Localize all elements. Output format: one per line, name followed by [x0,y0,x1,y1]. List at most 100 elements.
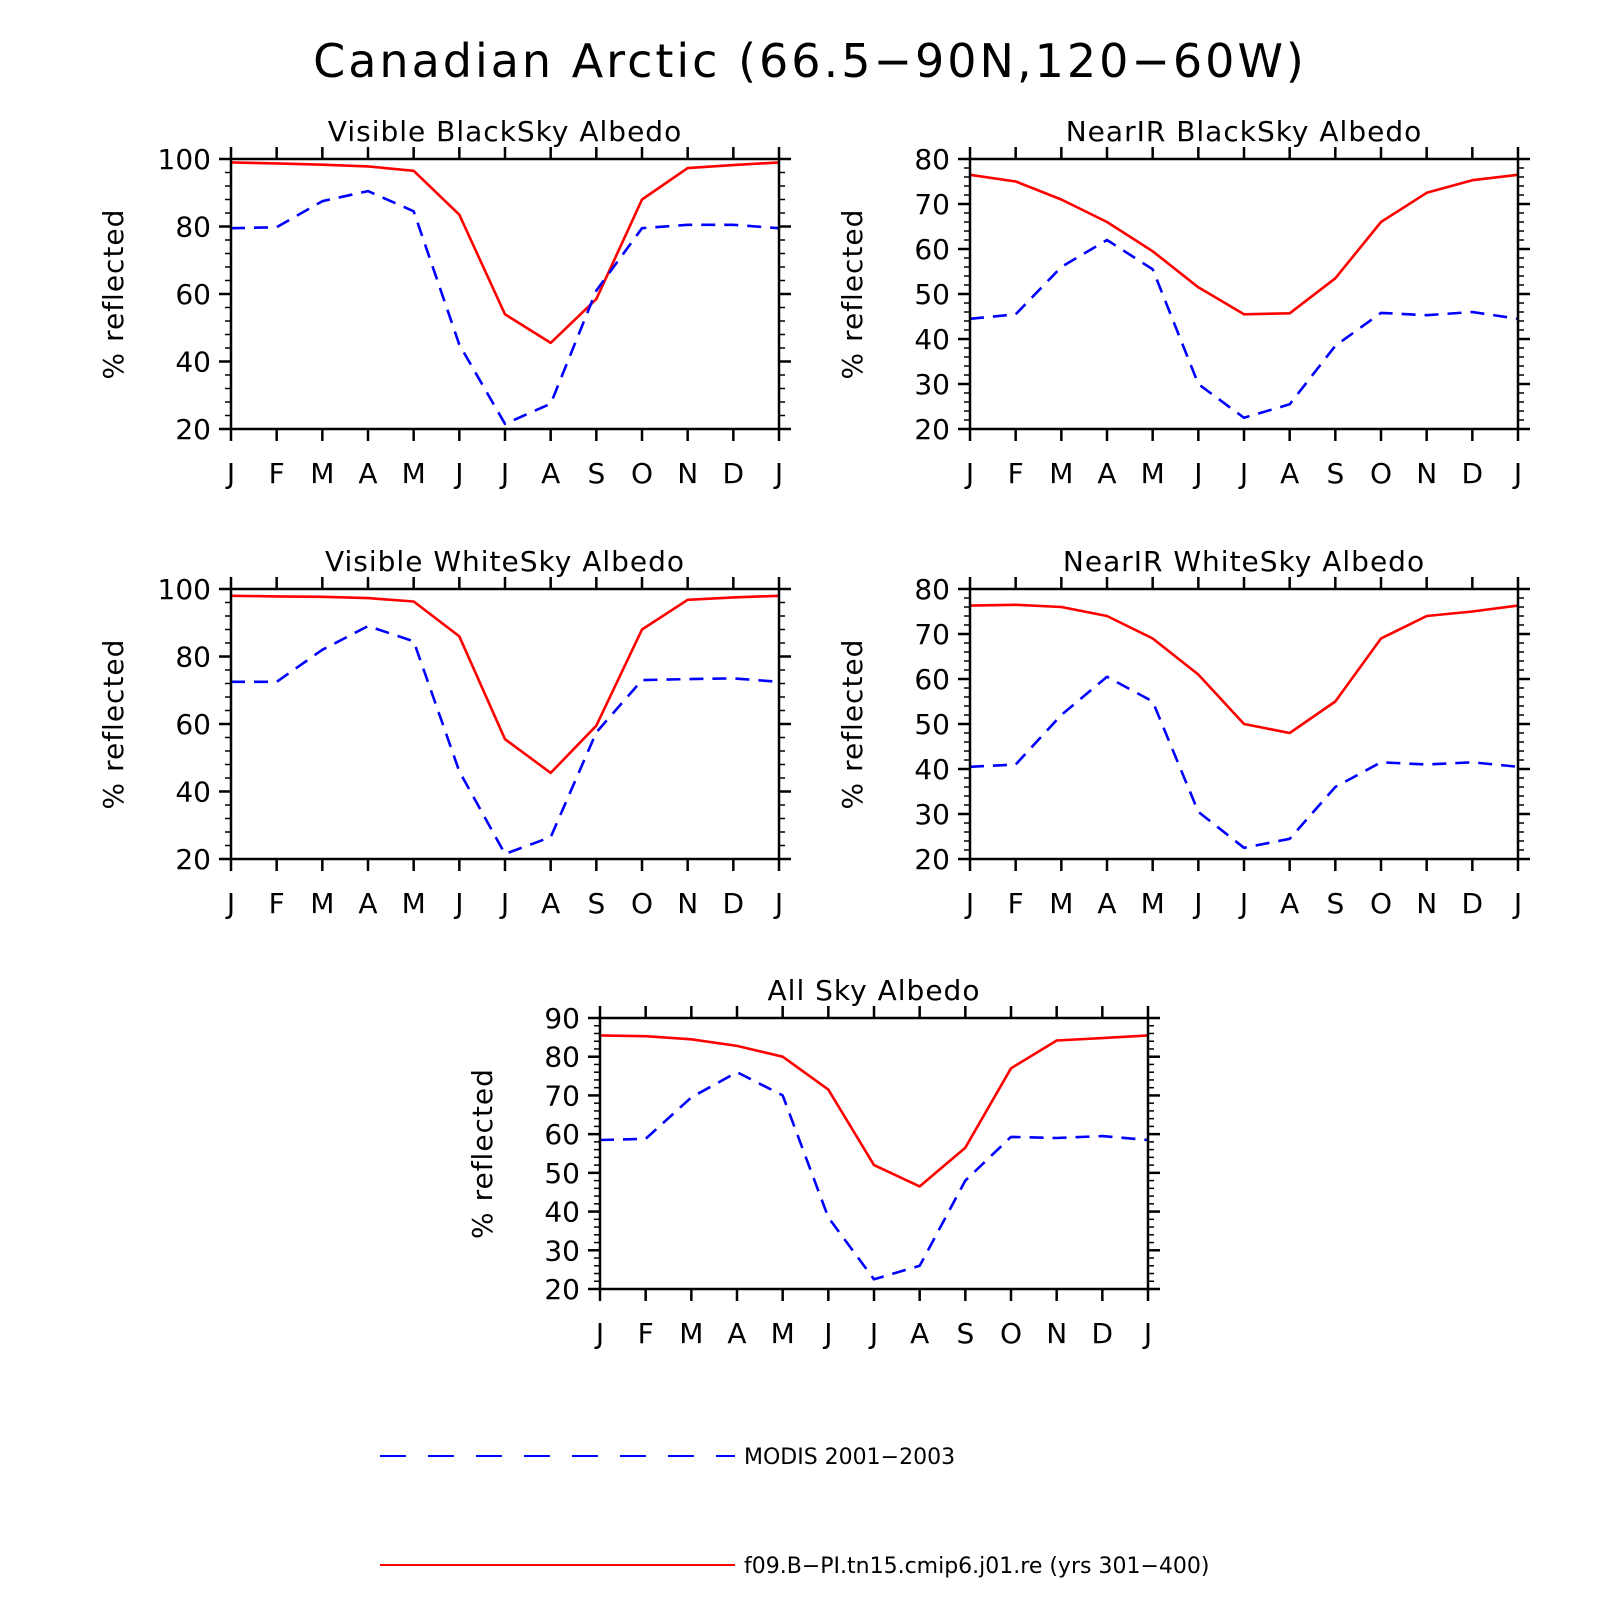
x-tick-label: A [727,1317,746,1350]
plot-frame [229,157,781,431]
x-tick-label: J [1142,1317,1152,1350]
y-tick-label: 30 [544,1234,580,1267]
x-tick-label: J [773,457,783,490]
x-tick-label: M [1141,457,1165,490]
x-tick-label: J [453,887,463,920]
y-tick-label: 20 [544,1273,580,1306]
x-tick-label: D [1462,887,1484,920]
modis-series-line [969,238,1519,420]
plot-frame [229,587,781,861]
panel-title: Visible WhiteSky Albedo [325,545,685,578]
y-tick-label: 20 [175,413,211,446]
y-tick-label: 100 [158,143,211,176]
x-tick-label: M [1141,887,1165,920]
x-tick-label: J [225,887,235,920]
x-tick-label: N [1046,1317,1067,1350]
x-tick-label: N [1416,457,1437,490]
plot-frame [968,157,1520,431]
x-tick-label: O [1370,457,1392,490]
y-tick-label: 40 [544,1196,580,1229]
x-tick-label: J [594,1317,604,1350]
y-tick-label: 80 [914,143,950,176]
y-axis-label: % reflected [97,639,130,810]
y-tick-label: 40 [914,753,950,786]
x-tick-label: A [1280,887,1299,920]
x-tick-label: N [677,457,698,490]
y-axis-label: % reflected [466,1068,499,1239]
y-tick-label: 60 [175,278,211,311]
x-tick-label: J [1238,887,1248,920]
y-tick-label: 20 [914,843,950,876]
y-tick-label: 60 [914,663,950,696]
plot-frame [598,1016,1150,1291]
x-tick-label: A [358,887,377,920]
x-tick-label: M [310,457,334,490]
panel-title: Visible BlackSky Albedo [328,115,682,148]
y-tick-label: 60 [544,1118,580,1151]
x-tick-label: A [1097,457,1116,490]
plot-frame [968,587,1520,861]
y-tick-label: 80 [175,211,211,244]
x-tick-label: D [723,457,745,490]
x-tick-label: F [1008,457,1024,490]
model-series-line [599,1034,1149,1188]
x-tick-label: S [587,887,605,920]
y-tick-label: 100 [158,573,211,606]
x-tick-label: S [1326,457,1344,490]
x-tick-label: A [1097,887,1116,920]
x-tick-label: J [1512,887,1522,920]
x-tick-label: S [587,457,605,490]
y-tick-label: 50 [914,278,950,311]
y-tick-label: 80 [544,1041,580,1074]
x-tick-label: J [964,887,974,920]
modis-series-line [230,189,780,426]
x-tick-label: M [1049,457,1073,490]
modis-series-line [599,1070,1149,1281]
x-tick-label: F [1008,887,1024,920]
y-axis-label: % reflected [836,639,869,810]
y-tick-label: 20 [914,413,950,446]
x-tick-label: J [1512,457,1522,490]
x-tick-label: F [269,887,285,920]
x-tick-label: J [964,457,974,490]
y-tick-label: 80 [175,641,211,674]
y-tick-label: 50 [544,1157,580,1190]
panel-title: NearIR BlackSky Albedo [1066,115,1423,148]
x-tick-label: M [402,887,426,920]
x-tick-label: J [773,887,783,920]
x-tick-label: D [723,887,745,920]
x-tick-label: A [358,457,377,490]
x-tick-label: J [453,457,463,490]
y-axis-label: % reflected [836,209,869,380]
y-tick-label: 70 [914,188,950,221]
x-tick-label: S [1326,887,1344,920]
x-tick-label: J [868,1317,878,1350]
model-series-line [969,603,1519,735]
legend-label: f09.B−PI.tn15.cmip6.j01.re (yrs 301−400) [744,1554,1209,1579]
x-tick-label: N [677,887,698,920]
y-tick-label: 30 [914,368,950,401]
modis-series-line [231,624,780,856]
y-tick-label: 70 [544,1079,580,1112]
x-tick-label: J [1192,887,1202,920]
model-series-line [230,594,780,775]
x-tick-label: M [679,1317,703,1350]
x-tick-label: A [1280,457,1299,490]
x-tick-label: F [638,1317,654,1350]
x-tick-label: O [631,887,653,920]
x-tick-label: S [956,1317,974,1350]
modis-series-line [969,675,1519,850]
y-tick-label: 70 [914,618,950,651]
x-tick-label: J [1238,457,1248,490]
x-tick-label: O [1000,1317,1022,1350]
panel-title: All Sky Albedo [768,974,981,1007]
x-tick-label: F [269,457,285,490]
x-tick-label: A [541,887,560,920]
x-tick-label: J [499,457,509,490]
x-tick-label: D [1092,1317,1114,1350]
x-tick-label: M [310,887,334,920]
x-tick-label: J [499,887,509,920]
